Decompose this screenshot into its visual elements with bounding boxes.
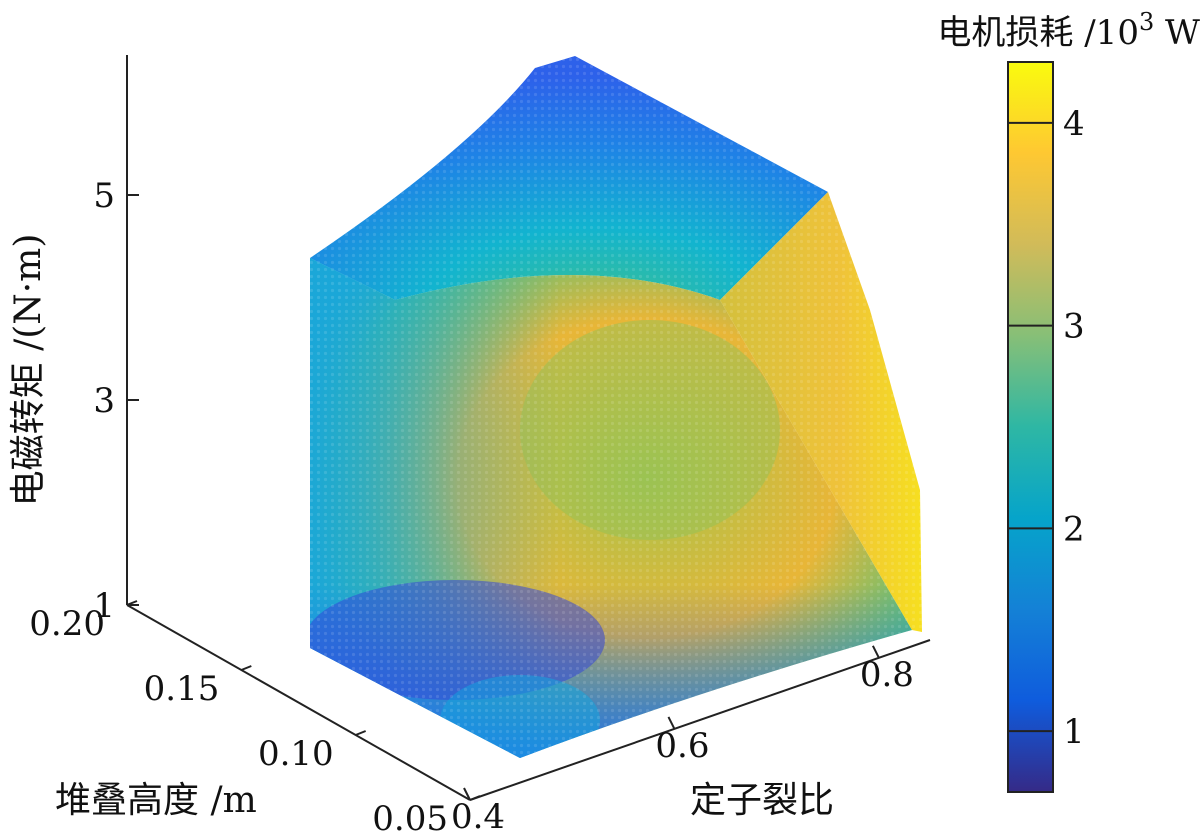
- y-tick-label: 0.10: [258, 734, 334, 774]
- colorbar-tick-label: 3: [1063, 307, 1085, 347]
- y-tick-mark: [356, 731, 366, 735]
- x-tick-label: 0.6: [655, 726, 709, 766]
- z-axis-label: 电磁转矩 /(N·m): [8, 234, 49, 507]
- loss-volume: [300, 50, 930, 770]
- x-tick-label: 0.4: [451, 797, 505, 831]
- colorbar-title-exponent: 3: [1139, 8, 1154, 36]
- y-tick-label: 0.05: [372, 799, 448, 831]
- colorbar-title-unit: W: [1154, 13, 1200, 53]
- y-axis-label: 堆叠高度 /m: [55, 780, 257, 821]
- z-tick-label: 3: [93, 381, 115, 421]
- colorbar-title-prefix: 电机损耗 /10: [937, 13, 1139, 53]
- z-tick-label: 5: [93, 176, 115, 216]
- x-axis-label: 定子裂比: [690, 780, 834, 821]
- z-ticks: 135: [93, 176, 139, 626]
- x-tick-label: 0.8: [860, 655, 914, 695]
- colorbar-gradient: [1008, 62, 1053, 792]
- y-tick-mark: [241, 666, 251, 670]
- colorbar-tick-label: 1: [1063, 712, 1085, 752]
- y-tick-label: 0.20: [29, 604, 105, 644]
- y-tick-label: 0.15: [144, 669, 220, 709]
- colorbar-tick-label: 4: [1063, 104, 1085, 144]
- colorbar-tick-label: 2: [1063, 509, 1085, 549]
- colorbar-title: 电机损耗 /103 W: [937, 8, 1200, 53]
